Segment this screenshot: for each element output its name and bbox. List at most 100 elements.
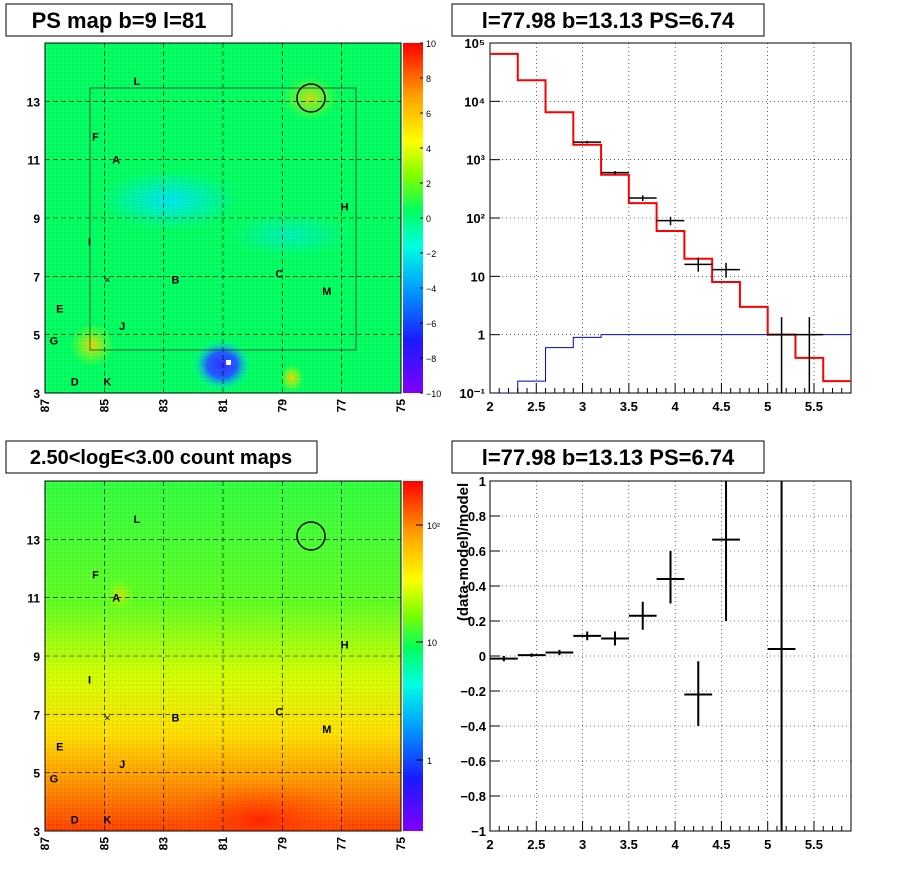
source-label: H	[341, 201, 349, 213]
source-label: B	[172, 274, 180, 286]
colorbar-tick-label: 10	[427, 638, 437, 648]
x-tick-label: 3	[579, 399, 586, 414]
residual-points	[490, 481, 796, 831]
y-tick-label: 9	[33, 212, 40, 226]
cross-marker: ×	[104, 274, 110, 286]
colorbar-tick-label: 6	[426, 109, 431, 119]
colorbar-tick-label: 0	[426, 214, 431, 224]
source-label: D	[71, 814, 79, 826]
x-tick-label: 77	[335, 837, 349, 851]
x-tick-label: 2.5	[527, 399, 545, 414]
source-label: E	[56, 303, 63, 315]
y-tick-label: 11	[27, 154, 40, 168]
x-tick-label: 4	[672, 399, 680, 414]
y-tick-label: 9	[33, 650, 40, 664]
x-tick-label: 5	[764, 399, 771, 414]
y-tick-label: 7	[33, 708, 40, 722]
colorbar-tick-label: 4	[426, 144, 431, 154]
cross-marker: ×	[104, 712, 110, 724]
spectrum-x-ticks: 2 2.5 3 3.5 4 4.5 5 5.5	[486, 383, 852, 414]
x-tick-label: 75	[394, 837, 408, 851]
spectrum-panel: 2 2.5 3 3.5 4 4.5 5 5.5 10⁻¹ 1 10 10² 10³ 10⁴ 10⁵ l=7…	[451, 3, 852, 414]
x-tick-label: 77	[335, 399, 349, 413]
source-label: B	[172, 712, 180, 724]
ps-map-colorbar	[403, 43, 423, 393]
source-label: L	[134, 514, 141, 526]
colorbar-tick-label: −2	[426, 249, 436, 259]
x-tick-label: 5	[764, 837, 771, 852]
y-tick-label: −1	[471, 824, 486, 839]
y-tick-label: −0.8	[460, 789, 486, 804]
count-map-frame	[44, 480, 402, 832]
count-map-x-ticks: 87 85 83 81 79 77 75	[38, 837, 408, 851]
count-map-colorbar-ticks: 10² 10 1	[416, 521, 440, 766]
x-tick-label: 81	[216, 837, 230, 851]
colorbar-tick-label: 8	[426, 74, 431, 84]
ps-map-frame	[44, 42, 402, 394]
colorbar-tick-label: 1	[427, 756, 432, 766]
spectrum-y-ticks: 10⁻¹ 1 10 10² 10³ 10⁴ 10⁵	[459, 36, 500, 401]
residual-title: l=77.98 b=13.13 PS=6.74	[482, 445, 735, 470]
ps-map-source-labels: L F A H I B C M E J G D K ×	[50, 76, 349, 388]
source-label: L	[134, 76, 141, 88]
source-label: C	[275, 706, 283, 718]
count-map-y-ticks: 3 5 7 9 11 13	[27, 533, 41, 839]
y-tick-label: 1	[478, 328, 485, 343]
y-tick-label: 10²	[466, 211, 485, 226]
x-tick-label: 83	[157, 837, 171, 851]
y-tick-label: 11	[27, 592, 40, 606]
ps-map-y-ticks: 3 5 7 9 11 13	[27, 95, 41, 401]
x-tick-label: 87	[38, 837, 52, 851]
y-tick-label: 7	[33, 270, 40, 284]
x-tick-label: 3.5	[620, 399, 638, 414]
residual-grid	[490, 481, 851, 831]
ps-map-x-ticks: 87 85 83 81 79 77 75	[38, 399, 408, 413]
colorbar-tick-label: −8	[426, 354, 436, 364]
source-label: H	[341, 639, 349, 651]
source-label: I	[88, 236, 91, 248]
x-tick-label: 3	[579, 837, 586, 852]
x-tick-label: 79	[275, 399, 289, 413]
y-tick-label: 10⁴	[464, 94, 485, 109]
y-tick-label: 0.4	[468, 579, 487, 594]
ps-map-title: PS map b=9 l=81	[32, 8, 207, 33]
y-tick-label: 0.6	[468, 544, 486, 559]
source-label: J	[119, 321, 125, 333]
y-tick-label: −0.2	[460, 684, 486, 699]
y-tick-label: 0.2	[468, 614, 486, 629]
x-tick-label: 5.5	[805, 837, 823, 852]
count-map-colorbar	[403, 481, 423, 831]
y-tick-label: 10⁻¹	[459, 386, 485, 401]
ps-map-colorbar-ticks: 10 8 6 4 2 0 −2 −4 −6 −8 −10	[420, 39, 441, 399]
source-label: M	[322, 724, 331, 736]
x-tick-label: 75	[394, 399, 408, 413]
source-label: G	[50, 336, 59, 348]
residual-y-ticks: −1 −0.8 −0.6 −0.4 −0.2 0 0.2 0.4 0.6 0.8 1	[460, 474, 500, 839]
count-map-source-labels: L F A H I B C M E J G D K ×	[50, 514, 349, 826]
x-tick-label: 85	[97, 399, 111, 413]
y-tick-label: 13	[27, 95, 41, 109]
count-map-title: 2.50<logE<3.00 count maps	[30, 447, 292, 469]
colorbar-tick-label: 2	[426, 179, 431, 189]
y-tick-label: 1	[479, 474, 486, 489]
residual-x-ticks: 2 2.5 3 3.5 4 4.5 5 5.5	[486, 821, 852, 852]
source-label: F	[92, 569, 99, 581]
source-label: K	[103, 814, 111, 826]
y-tick-label: 10	[471, 269, 485, 284]
ps-map-source-circle	[296, 83, 326, 113]
source-label: D	[71, 376, 79, 388]
source-label: M	[322, 286, 331, 298]
colorbar-tick-label: −6	[426, 319, 436, 329]
colorbar-tick-label: −4	[426, 284, 436, 294]
source-label: A	[112, 155, 120, 167]
y-tick-label: −0.4	[460, 719, 486, 734]
x-tick-label: 83	[157, 399, 171, 413]
x-tick-label: 85	[97, 837, 111, 851]
source-label: A	[112, 593, 120, 605]
y-tick-label: 10⁵	[464, 36, 485, 51]
spectrum-title: l=77.98 b=13.13 PS=6.74	[482, 8, 735, 33]
x-tick-label: 3.5	[620, 837, 638, 852]
count-map-source-circle	[296, 521, 326, 551]
